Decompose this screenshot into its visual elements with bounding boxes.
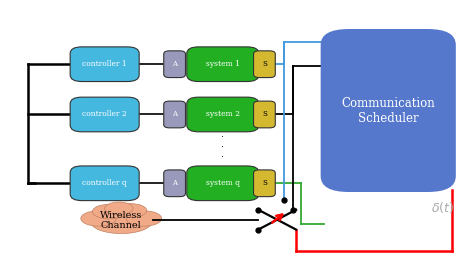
FancyBboxPatch shape [164,101,185,128]
Text: Wireless
Channel: Wireless Channel [100,211,142,230]
FancyBboxPatch shape [164,170,185,197]
Text: controller 1: controller 1 [82,60,127,68]
Text: A: A [172,179,177,187]
Text: $\delta(t)$: $\delta(t)$ [431,200,454,215]
FancyBboxPatch shape [70,47,139,82]
Text: system 1: system 1 [206,60,240,68]
Ellipse shape [91,210,152,234]
FancyBboxPatch shape [187,97,259,132]
Text: A: A [172,110,177,118]
Text: A: A [172,60,177,68]
FancyBboxPatch shape [254,170,275,197]
FancyBboxPatch shape [70,166,139,201]
Ellipse shape [126,211,162,226]
Text: ·
·
·: · · · [221,132,224,163]
FancyBboxPatch shape [187,47,259,82]
FancyBboxPatch shape [187,166,259,201]
Text: S: S [262,110,267,118]
Text: S: S [262,60,267,68]
FancyBboxPatch shape [254,51,275,78]
Ellipse shape [105,202,133,215]
Ellipse shape [92,204,127,219]
Text: system 2: system 2 [206,110,240,118]
FancyBboxPatch shape [70,97,139,132]
Text: controller 2: controller 2 [82,110,127,118]
Text: Communication
Scheduler: Communication Scheduler [341,97,435,124]
Text: controller q: controller q [82,179,127,187]
Ellipse shape [115,204,147,217]
FancyBboxPatch shape [254,101,275,128]
Text: S: S [262,179,267,187]
FancyBboxPatch shape [320,29,456,192]
Text: system q: system q [206,179,240,187]
Ellipse shape [81,211,116,226]
FancyBboxPatch shape [164,51,185,78]
